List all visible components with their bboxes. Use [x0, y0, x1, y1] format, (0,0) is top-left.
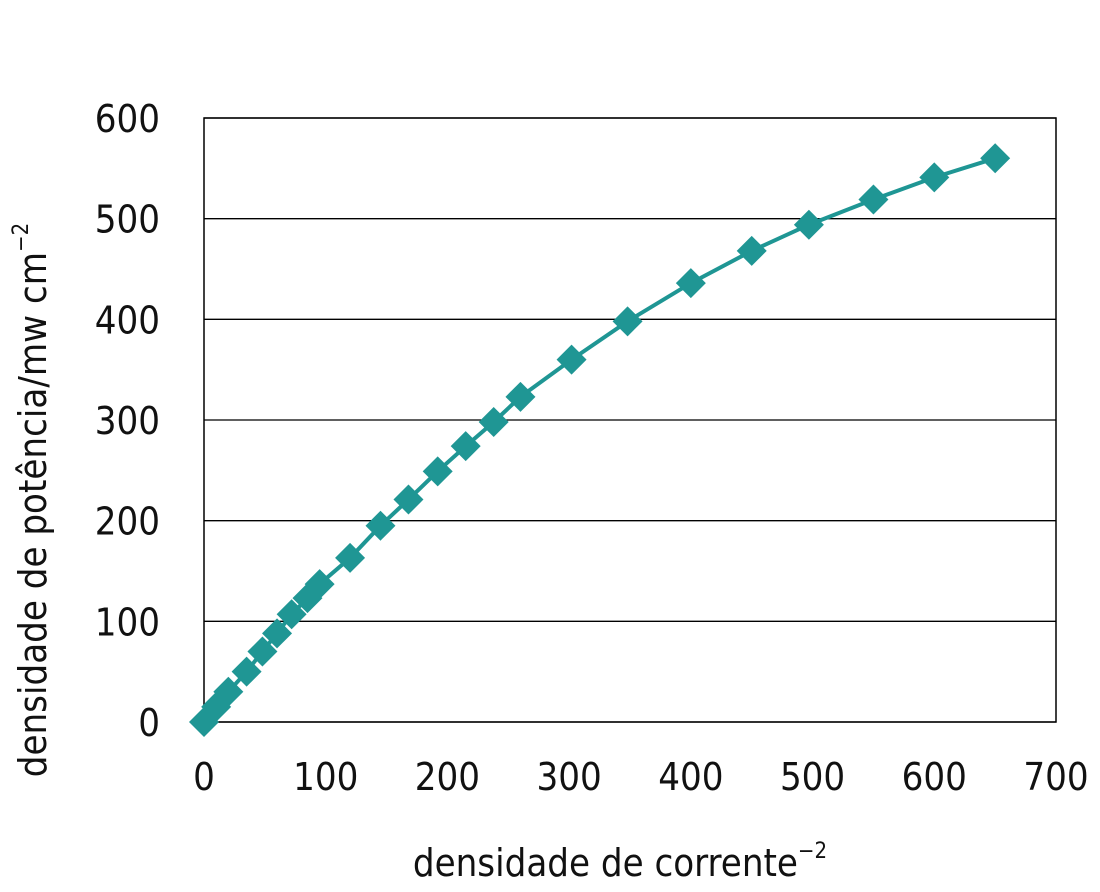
data-point-marker [556, 344, 587, 375]
data-point-marker [247, 636, 278, 667]
x-tick-label: 200 [415, 755, 480, 799]
data-point-marker [422, 456, 453, 487]
x-axis-title-text: densidade de corrente [413, 841, 798, 885]
data-point-marker [450, 431, 481, 462]
data-point-marker [858, 184, 889, 215]
x-tick-label: 500 [780, 755, 845, 799]
x-tick-label: 0 [193, 755, 215, 799]
data-point-marker [262, 618, 293, 649]
x-tick-label: 600 [902, 755, 967, 799]
x-axis-tick-labels: 0 100 200 300 400 500 600 700 [193, 755, 1089, 799]
data-point-marker [675, 268, 706, 299]
data-point-marker [304, 569, 335, 600]
y-tick-label: 400 [95, 298, 160, 342]
x-tick-label: 700 [1023, 755, 1088, 799]
y-tick-label: 300 [95, 399, 160, 443]
y-axis-title-superscript: −2 [9, 223, 34, 252]
data-point-marker [612, 306, 643, 337]
data-point-marker [365, 510, 396, 541]
grid-lines [204, 117, 1056, 723]
x-tick-label: 100 [293, 755, 358, 799]
y-tick-label: 200 [95, 500, 160, 544]
series-line [202, 156, 996, 724]
data-point-marker [213, 676, 244, 707]
x-tick-label: 400 [658, 755, 723, 799]
y-tick-label: 100 [95, 600, 160, 644]
y-axis-title-text: densidade de potência/mw cm [11, 252, 55, 777]
data-point-marker [478, 407, 509, 438]
y-axis-title: densidade de potência/mw cm−2 [9, 223, 55, 778]
y-tick-label: 0 [138, 701, 160, 745]
data-point-marker [393, 484, 424, 515]
y-tick-label: 500 [95, 198, 160, 242]
y-tick-label: 600 [95, 97, 160, 141]
data-point-marker [793, 209, 824, 240]
data-point-marker [276, 599, 307, 630]
data-point-marker [231, 656, 262, 687]
x-tick-label: 300 [537, 755, 602, 799]
x-axis-title-superscript: −2 [798, 839, 827, 864]
data-point-marker [736, 235, 767, 266]
series-layer [189, 143, 1011, 737]
y-axis-tick-labels: 0 100 200 300 400 500 600 [95, 97, 160, 745]
data-point-marker [335, 542, 366, 573]
plot-area-frame [203, 117, 1057, 723]
x-axis-title: densidade de corrente−2 [413, 839, 827, 885]
data-point-marker [980, 143, 1011, 174]
data-point-marker [505, 381, 536, 412]
data-point-marker [919, 162, 950, 193]
